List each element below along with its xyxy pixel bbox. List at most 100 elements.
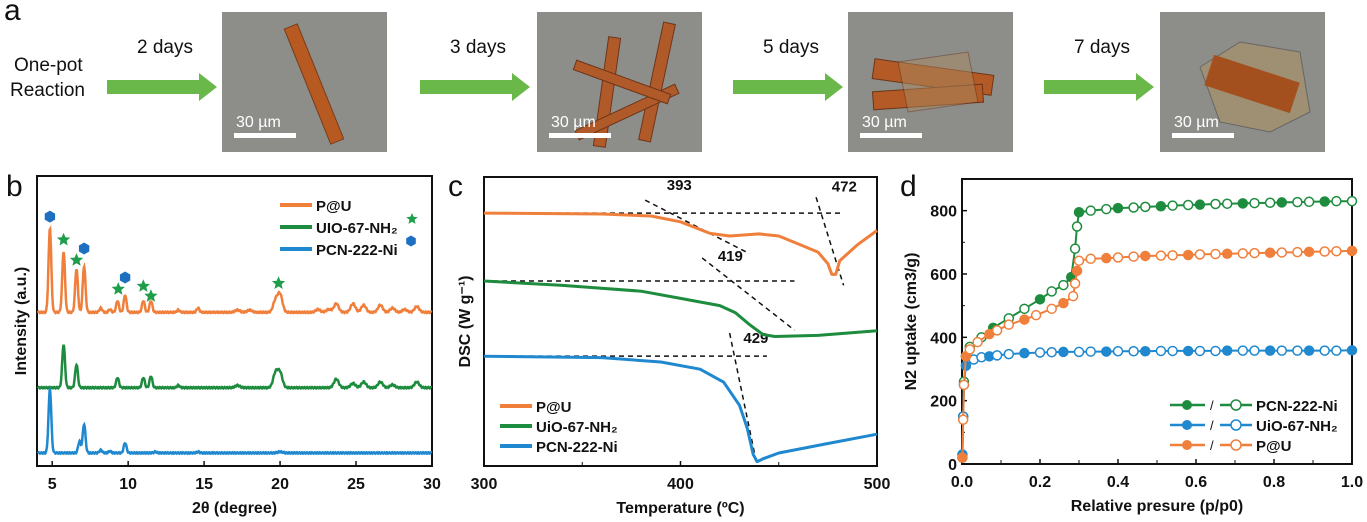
- isotherm-point: [1292, 246, 1303, 258]
- isotherm-point: [1112, 202, 1124, 214]
- tangent-line: [728, 332, 758, 467]
- isotherm-point: [1249, 197, 1260, 209]
- isotherm-point: [1085, 346, 1096, 357]
- green-arrow-icon: [420, 72, 532, 107]
- isotherm-point: [1128, 202, 1139, 213]
- legend-label: P@U: [536, 399, 571, 416]
- scale-bar-label: 30 µm: [862, 114, 907, 131]
- isotherm-point: [1128, 251, 1139, 262]
- isotherm-point: [1319, 196, 1330, 207]
- x-tick-label: 1.0: [1341, 474, 1363, 491]
- legend-filled-circle-icon: [1182, 400, 1192, 410]
- scale-bar: [1172, 133, 1234, 138]
- isotherm-point: [957, 414, 969, 425]
- isotherm-point: [1210, 345, 1221, 357]
- legend-separator: /: [1210, 398, 1214, 413]
- isotherm-point: [1264, 247, 1276, 259]
- star-marker-icon: [136, 279, 150, 292]
- star-marker-icon: [144, 289, 158, 302]
- isotherm-point: [991, 325, 1003, 336]
- tangent-line: [815, 197, 845, 286]
- isotherm-point: [1112, 252, 1124, 263]
- arrow-label: 3 days: [450, 37, 506, 58]
- isotherm-point: [991, 350, 1003, 361]
- isotherm-point: [1167, 250, 1178, 261]
- isotherm-point: [1058, 279, 1069, 291]
- scale-bar-label: 30 µm: [236, 114, 281, 131]
- isotherm-point: [1140, 201, 1151, 213]
- isotherm-point: [1182, 345, 1194, 357]
- isotherm-point: [1182, 199, 1194, 211]
- x-tick-label: 0.6: [1185, 474, 1207, 491]
- micrograph-photo: 30 µm: [222, 12, 387, 152]
- y-axis-label: DSC (W g⁻¹): [457, 276, 474, 368]
- micrograph-photo: 30 µm: [537, 12, 702, 152]
- x-tick-label: 500: [864, 476, 891, 493]
- hexagon-marker-icon: [78, 242, 90, 255]
- y-tick-label: 400: [930, 330, 957, 347]
- isotherm-point: [1101, 252, 1112, 264]
- x-tick-label: 0.0: [951, 474, 973, 491]
- isotherm-point: [1140, 346, 1151, 357]
- isotherm-point: [1346, 245, 1358, 257]
- legend-filled-circle-icon: [1182, 420, 1192, 430]
- onset-temperature-label: 472: [832, 178, 857, 195]
- plot-frame: [36, 175, 433, 467]
- scale-bar: [234, 133, 296, 138]
- onset-temperature-label: 419: [718, 248, 743, 265]
- legend-label: PCN-222-Ni: [536, 439, 618, 456]
- legend-label: PCN-222-Ni: [1256, 398, 1338, 415]
- isotherm-point: [1276, 197, 1288, 208]
- pxrd-curve-1: [36, 344, 433, 391]
- legend-label: UiO-67-NH₂: [536, 419, 618, 436]
- legend-label: PCN-222-Ni: [316, 242, 398, 259]
- y-axis-label: N2 uptake (cm3/g): [903, 253, 920, 391]
- isotherm-point: [1067, 290, 1079, 302]
- star-marker-icon: [111, 282, 125, 295]
- isotherm-point: [1292, 345, 1303, 356]
- isotherm-point: [958, 379, 970, 391]
- isotherm-point: [1237, 198, 1249, 209]
- hexagon-marker-icon: [44, 210, 56, 223]
- isotherm-point: [1046, 346, 1057, 358]
- dsc-curve-0: [483, 211, 878, 276]
- isotherm-point: [1140, 250, 1151, 262]
- isotherm-point: [1071, 221, 1083, 232]
- legend-label: UiO-67-NH₂: [1256, 418, 1338, 435]
- isotherm-point: [1194, 345, 1206, 357]
- isotherm-point: [1003, 348, 1015, 360]
- panel-b-label: b: [6, 170, 23, 203]
- x-tick-label: 25: [347, 476, 365, 493]
- isotherm-point: [957, 452, 968, 463]
- legend-open-circle-icon: [1230, 439, 1242, 451]
- x-tick-label: 15: [195, 476, 213, 493]
- isotherm-point: [1346, 195, 1358, 207]
- isotherm-point: [1210, 198, 1221, 210]
- isotherm-point: [1210, 248, 1221, 260]
- isotherm-point: [1003, 319, 1015, 330]
- start-text-1: One-pot: [14, 55, 83, 76]
- isotherm-point: [1085, 253, 1096, 265]
- y-tick-label: 0: [948, 457, 957, 474]
- isotherm-point: [1128, 346, 1139, 357]
- legend-label: P@U: [316, 198, 351, 215]
- isotherm-point: [1221, 345, 1233, 356]
- isotherm-point: [1101, 203, 1112, 215]
- isotherm-point: [1346, 345, 1358, 356]
- isotherm-point: [1221, 248, 1233, 259]
- x-tick-label: 0.2: [1029, 474, 1051, 491]
- x-tick-label: 30: [423, 476, 441, 493]
- isotherm-point: [1303, 246, 1315, 258]
- legend-separator: /: [1210, 438, 1214, 453]
- isotherm-point: [1303, 196, 1315, 208]
- star-marker-icon: [56, 232, 71, 246]
- isotherm-point: [1331, 245, 1342, 257]
- isotherm-point: [1069, 243, 1081, 254]
- isotherm-point: [1182, 249, 1194, 261]
- arrow-label: 5 days: [763, 37, 819, 58]
- isotherm-point: [1019, 314, 1030, 325]
- panel-c-label: c: [448, 170, 463, 203]
- pxrd-curve-2: [36, 387, 433, 456]
- isotherm-point: [1249, 345, 1260, 356]
